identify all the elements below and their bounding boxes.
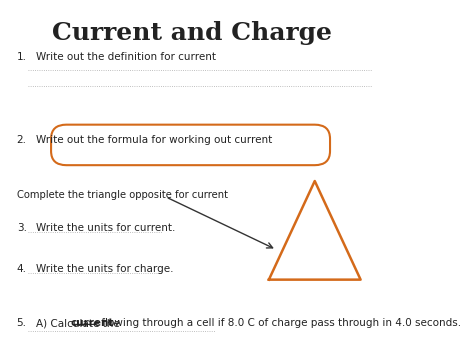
Text: 5.: 5.	[17, 318, 27, 328]
Text: current: current	[71, 318, 114, 328]
Text: 2.: 2.	[17, 135, 27, 145]
Text: A) Calculate the: A) Calculate the	[36, 318, 123, 328]
Text: 1.: 1.	[17, 53, 27, 62]
Text: 4.: 4.	[17, 264, 27, 274]
Text: Write the units for current.: Write the units for current.	[36, 223, 175, 233]
Text: Current and Charge: Current and Charge	[53, 21, 332, 45]
Text: Write the units for charge.: Write the units for charge.	[36, 264, 173, 274]
Text: 3.: 3.	[17, 223, 27, 233]
Text: flowing through a cell if 8.0 C of charge pass through in 4.0 seconds.: flowing through a cell if 8.0 C of charg…	[99, 318, 462, 328]
Text: Complete the triangle opposite for current: Complete the triangle opposite for curre…	[17, 190, 228, 200]
Text: Write out the formula for working out current: Write out the formula for working out cu…	[36, 135, 272, 145]
Text: Write out the definition for current: Write out the definition for current	[36, 53, 216, 62]
